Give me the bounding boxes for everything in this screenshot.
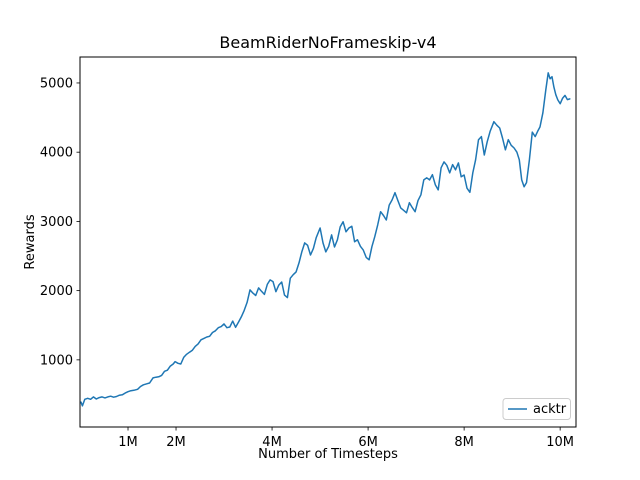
x-axis-ticks: 1M 2M 4M 6M 8M 10M <box>118 427 574 450</box>
x-tick-label: 6M <box>358 435 378 450</box>
y-tick-label: 2000 <box>40 284 73 299</box>
legend-box <box>502 398 571 420</box>
series-line-acktr <box>80 72 571 407</box>
y-axis-ticks: 1000 2000 3000 4000 5000 <box>40 76 80 368</box>
y-tick-label: 5000 <box>40 76 73 91</box>
legend: acktr <box>502 398 571 420</box>
y-tick-label: 3000 <box>40 215 73 230</box>
x-tick-label: 2M <box>166 435 186 450</box>
x-tick-label: 4M <box>262 435 282 450</box>
legend-label: acktr <box>533 402 567 417</box>
y-tick-label: 4000 <box>40 146 73 161</box>
y-tick-label: 1000 <box>40 353 73 368</box>
x-tick-label: 10M <box>546 435 574 450</box>
plot-area <box>79 56 577 428</box>
y-axis-label: Rewards <box>23 214 38 269</box>
x-tick-label: 8M <box>454 435 474 450</box>
chart-title: BeamRiderNoFrameskip-v4 <box>219 33 436 52</box>
x-tick-label: 1M <box>118 435 138 450</box>
x-axis-label: Number of Timesteps <box>258 447 398 462</box>
